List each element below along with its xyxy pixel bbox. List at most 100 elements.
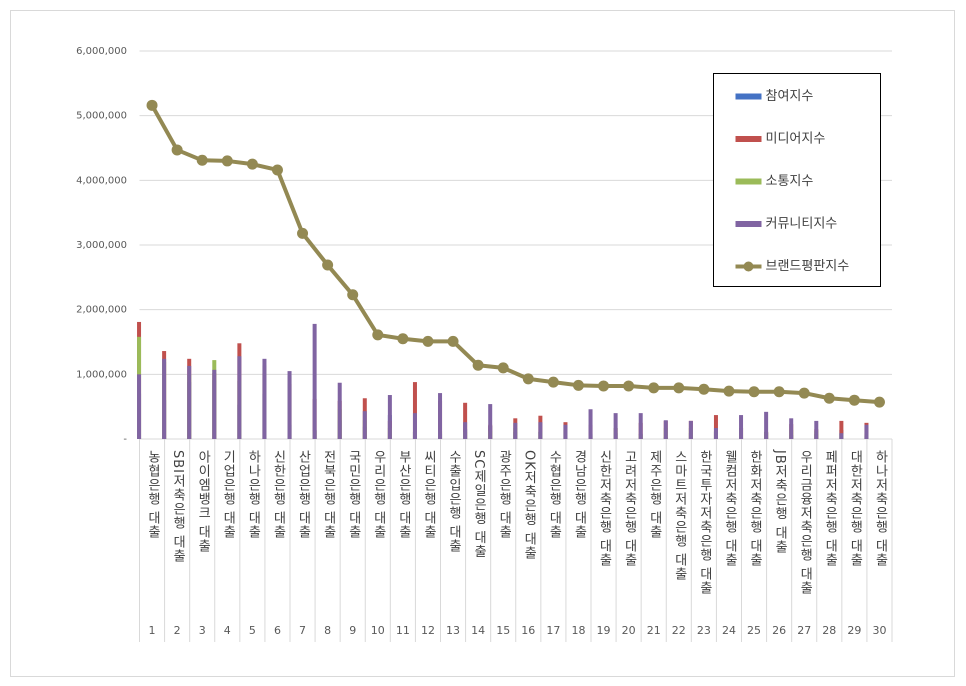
- x-tick-label: 전북은행 대출: [320, 450, 336, 540]
- bar: [713, 428, 718, 439]
- bar: [438, 393, 443, 439]
- x-tick-label: 광주은행 대출: [496, 450, 512, 540]
- x-tick-label: 페퍼저축은행 대출: [822, 450, 838, 568]
- x-tick-label: 부산은행 대출: [395, 450, 411, 540]
- bar: [488, 404, 493, 439]
- rank-label: 20: [621, 624, 636, 637]
- bar: [613, 413, 618, 439]
- bar: [137, 374, 142, 439]
- rank-label: 29: [847, 624, 862, 637]
- rank-label: 27: [797, 624, 812, 637]
- line-marker: [522, 373, 534, 385]
- line-marker: [873, 396, 885, 408]
- bar: [839, 420, 844, 439]
- x-tick-label: 씨티은행 대출: [420, 450, 436, 540]
- line-marker: [246, 158, 258, 170]
- x-tick-label: 한화저축은행 대출: [747, 450, 763, 568]
- line-marker: [221, 155, 233, 167]
- x-tick-label: 한국투자저축은행 대출: [696, 450, 712, 596]
- rank-label: 26: [772, 624, 787, 637]
- x-tick-label: 하나은행 대출: [245, 450, 261, 540]
- bar: [162, 358, 167, 439]
- rank-label: 21: [646, 624, 661, 637]
- bar: [739, 415, 744, 439]
- bar: [538, 422, 543, 439]
- line-marker: [297, 227, 309, 239]
- line-marker: [848, 394, 860, 406]
- rank-label: 14: [471, 624, 486, 637]
- x-tick-label: 수출입은행 대출: [446, 450, 462, 554]
- bar: [412, 413, 417, 439]
- x-tick-label: SC제일은행 대출: [471, 450, 487, 559]
- line-marker: [823, 392, 835, 404]
- rank-label: 1: [148, 624, 156, 637]
- y-tick-label: 3,000,000: [76, 240, 127, 251]
- bar: [663, 420, 668, 439]
- x-tick-label: 농협은행 대출: [145, 450, 161, 540]
- line-marker: [347, 289, 359, 301]
- bar: [638, 413, 643, 439]
- x-tick-label: 스마트저축은행 대출: [671, 450, 687, 582]
- y-tick-label: 5,000,000: [76, 111, 127, 122]
- line-marker: [171, 144, 183, 156]
- rank-label: 6: [273, 624, 281, 637]
- bar: [312, 323, 317, 439]
- rank-label: 4: [223, 624, 231, 637]
- line-marker: [623, 380, 635, 392]
- x-tick-label: 경남은행 대출: [571, 450, 587, 540]
- bar: [362, 411, 367, 439]
- line-marker: [372, 329, 384, 341]
- x-tick-label: 대한저축은행 대출: [847, 450, 863, 568]
- legend-swatch: [735, 93, 762, 100]
- x-tick-label: 하나저축은행 대출: [872, 450, 888, 568]
- rank-label: 28: [822, 624, 837, 637]
- y-tick-label: 1,000,000: [76, 369, 127, 380]
- line-marker: [497, 362, 509, 374]
- rank-label: 19: [596, 624, 611, 637]
- bar: [463, 422, 468, 439]
- line-marker: [698, 383, 710, 395]
- bar: [262, 358, 267, 439]
- rank-label: 8: [324, 624, 332, 637]
- rank-label: 24: [721, 624, 736, 637]
- x-tick-label: JB저축은행 대출: [772, 450, 788, 554]
- rank-label: 23: [696, 624, 711, 637]
- legend-label: 브랜드평판지수: [766, 259, 850, 274]
- bar: [814, 420, 819, 439]
- rank-label: 13: [446, 624, 461, 637]
- line-marker: [322, 259, 334, 271]
- legend-label: 미디어지수: [766, 132, 826, 147]
- line-marker: [447, 335, 459, 347]
- line-marker: [773, 386, 785, 398]
- x-tick-label: 신한은행 대출: [270, 450, 286, 540]
- line-marker: [196, 154, 208, 166]
- line-marker: [271, 164, 283, 176]
- x-tick-label: OK저축은행 대출: [521, 450, 537, 560]
- x-tick-label: 고려저축은행 대출: [621, 450, 637, 568]
- bar: [187, 365, 192, 439]
- y-tick-label: 4,000,000: [76, 175, 127, 186]
- rank-label: 11: [395, 624, 410, 637]
- legend-swatch: [743, 261, 754, 272]
- y-tick-label: -: [123, 434, 127, 445]
- chart-border: [10, 10, 955, 677]
- x-tick-label: 아이엠뱅크 대출: [195, 450, 211, 554]
- line-marker: [472, 359, 484, 371]
- bar: [237, 356, 242, 439]
- line-marker: [598, 380, 610, 392]
- line-marker: [547, 376, 559, 388]
- bar: [688, 420, 693, 439]
- rank-label: 2: [173, 624, 181, 637]
- bar: [212, 369, 217, 439]
- bar: [463, 402, 468, 439]
- bar: [789, 418, 794, 439]
- bar: [337, 382, 342, 439]
- line-marker: [422, 335, 434, 347]
- rank-label: 3: [198, 624, 206, 637]
- legend-swatch: [735, 136, 762, 142]
- x-tick-label: 웰컴저축은행 대출: [721, 450, 737, 568]
- legend-swatch: [735, 178, 762, 185]
- x-tick-label: SBI저축은행 대출: [170, 450, 186, 564]
- bar: [864, 424, 869, 439]
